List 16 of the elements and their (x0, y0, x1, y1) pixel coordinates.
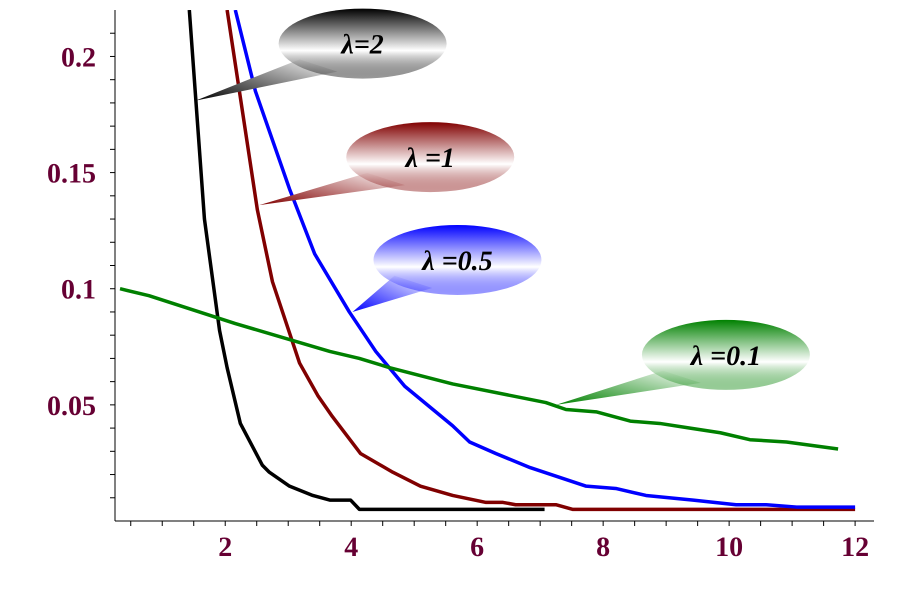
y-tick-label: 0.15 (47, 158, 96, 190)
annotation: λ=2 (340, 30, 384, 61)
x-tick-label: 4 (344, 532, 358, 563)
x-tick-label: 6 (470, 532, 484, 563)
y-tick-label: 0.1 (61, 274, 96, 306)
y-tick-label: 0.05 (47, 390, 96, 422)
annotation: λ =1 (404, 143, 455, 174)
line-series (118, 286, 840, 451)
annotation: λ =0.1 (690, 340, 762, 372)
x-tick-label: 2 (218, 532, 232, 563)
x-tick-label: 12 (841, 532, 870, 563)
annotation: λ =0.5 (421, 246, 493, 277)
x-tick-label: 8 (596, 532, 610, 563)
y-tick-label: 0.2 (61, 42, 96, 74)
line-series (188, 10, 546, 512)
x-tick-label: 10 (715, 532, 744, 563)
